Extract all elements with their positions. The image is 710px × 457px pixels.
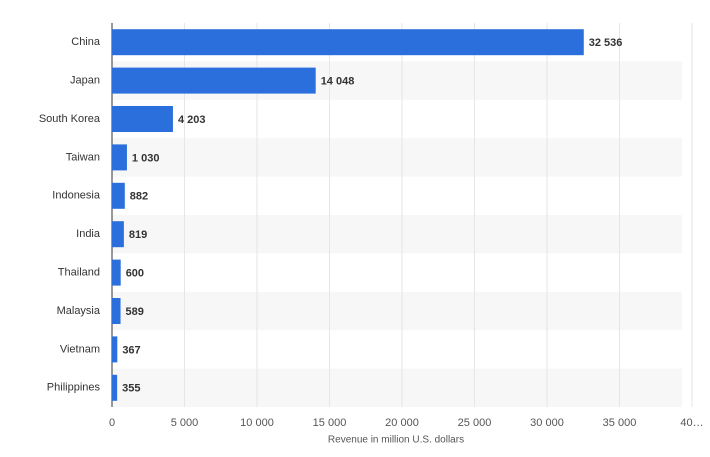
value-label: 600 <box>126 268 144 280</box>
value-label: 1 030 <box>132 152 160 164</box>
y-tick-label: Vietnam <box>60 343 100 355</box>
x-tick-label: 5 000 <box>171 417 199 429</box>
bar <box>112 182 125 209</box>
y-tick-label: Indonesia <box>52 190 101 202</box>
x-tick-label: 25 000 <box>458 417 492 429</box>
x-tick-label: 20 000 <box>385 417 419 429</box>
row-band <box>112 368 682 407</box>
bar <box>112 374 118 401</box>
value-label: 32 536 <box>589 37 623 49</box>
value-label: 819 <box>129 229 147 241</box>
y-tick-label: Thailand <box>58 267 100 279</box>
value-label: 367 <box>122 344 140 356</box>
x-tick-label: 10 000 <box>240 417 274 429</box>
row-band <box>112 215 682 254</box>
y-tick-label: Malaysia <box>57 305 101 317</box>
bar <box>112 144 127 171</box>
bar <box>112 298 121 324</box>
bar <box>112 106 173 132</box>
y-tick-label: Japan <box>70 75 100 87</box>
value-label: 355 <box>122 383 140 395</box>
y-tick-label: Philippines <box>47 382 101 394</box>
y-tick-label: India <box>76 228 101 240</box>
y-tick-label: Taiwan <box>66 151 100 163</box>
value-label: 882 <box>130 191 148 203</box>
row-band <box>112 138 682 177</box>
row-bands <box>112 61 682 407</box>
bar <box>112 259 121 286</box>
value-label: 589 <box>126 306 144 318</box>
y-tick-label: South Korea <box>39 113 101 125</box>
bar <box>112 336 118 363</box>
y-tick-label: China <box>71 36 101 48</box>
x-tick-label: 15 000 <box>313 417 347 429</box>
x-axis-title: Revenue in million U.S. dollars <box>328 435 464 446</box>
x-tick-label: 40… <box>680 417 703 429</box>
value-label: 4 203 <box>178 114 206 126</box>
row-band <box>112 291 682 331</box>
bar <box>112 221 124 248</box>
bar <box>112 67 316 94</box>
x-tick-label: 0 <box>109 417 115 429</box>
bar <box>112 29 584 56</box>
x-tick-label: 35 000 <box>603 417 637 429</box>
value-label: 14 048 <box>321 76 355 88</box>
x-tick-label: 30 000 <box>530 417 564 429</box>
